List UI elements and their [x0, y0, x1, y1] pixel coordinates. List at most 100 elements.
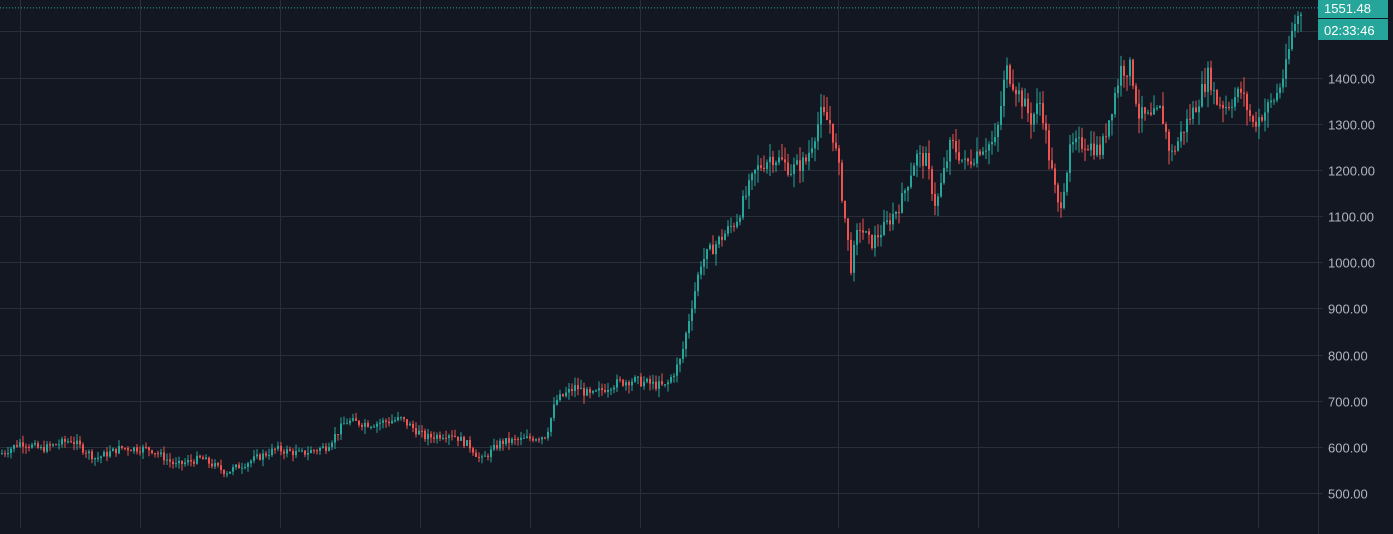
candle-down: [979, 151, 981, 155]
candle-down: [1021, 90, 1023, 107]
candle-up: [688, 321, 690, 334]
candle-up: [346, 423, 348, 425]
candle-up: [397, 417, 399, 421]
candle-down: [862, 230, 864, 233]
candle-down: [868, 231, 870, 235]
candle-up: [856, 230, 858, 245]
candle-down: [64, 439, 66, 442]
candle-down: [4, 453, 6, 455]
candle-down: [415, 428, 417, 435]
candle-down: [1204, 83, 1206, 92]
candle-up: [499, 440, 501, 449]
candle-up: [988, 144, 990, 151]
candle-down: [1087, 149, 1089, 151]
candle-up: [1273, 100, 1275, 102]
candle-up: [1117, 85, 1119, 94]
candle-up: [1039, 103, 1041, 105]
candle-down: [1240, 88, 1242, 93]
candle-up: [370, 426, 372, 428]
candle-up: [52, 444, 54, 446]
candle-up: [766, 162, 768, 170]
candle-down: [1210, 67, 1212, 91]
candle-down: [784, 159, 786, 163]
candle-up: [493, 444, 495, 450]
candle-down: [292, 450, 294, 456]
candle-down: [433, 437, 435, 439]
candle-down: [406, 419, 408, 426]
candle-down: [889, 220, 891, 225]
candle-down: [1042, 103, 1044, 124]
candle-down: [760, 165, 762, 168]
candle-up: [913, 165, 915, 176]
candle-down: [91, 451, 93, 460]
candle-down: [1057, 184, 1059, 203]
candle-up: [166, 459, 168, 461]
candle-down: [280, 445, 282, 452]
candle-up: [943, 168, 945, 183]
candle-up: [1288, 49, 1290, 60]
candle-up: [1237, 88, 1239, 98]
candle-up: [1198, 106, 1200, 113]
candle-up: [715, 244, 717, 255]
candle-up: [1201, 83, 1203, 107]
candle-down: [223, 470, 225, 475]
candle-down: [562, 394, 564, 397]
candle-down: [25, 446, 27, 448]
candle-up: [364, 422, 366, 427]
candle-down: [289, 449, 291, 451]
candle-up: [1000, 105, 1002, 125]
candle-down: [403, 417, 405, 420]
candle-up: [484, 455, 486, 457]
candle-up: [427, 433, 429, 440]
candle-down: [544, 437, 546, 439]
y-tick-label: 1300.00: [1328, 118, 1375, 133]
candle-up: [490, 449, 492, 458]
price-axis[interactable]: 500.00 600.00 700.00 800.00 900.00 1000.00 110…: [1318, 0, 1375, 534]
candle-up: [100, 456, 102, 458]
candle-up: [676, 364, 678, 376]
candle-down: [619, 379, 621, 381]
candle-up: [919, 152, 921, 154]
candle-up: [874, 235, 876, 249]
candle-up: [745, 195, 747, 197]
candle-down: [508, 438, 510, 443]
candle-up: [226, 473, 228, 475]
candle-down: [28, 447, 30, 449]
candle-up: [1006, 65, 1008, 80]
candle-up: [1177, 141, 1179, 151]
candle-up: [1018, 90, 1020, 95]
candle-up: [964, 158, 966, 160]
candle-up: [526, 436, 528, 438]
candle-up: [559, 394, 561, 401]
candle-up: [460, 436, 462, 441]
y-tick-label: 1100.00: [1328, 210, 1374, 225]
candle-up: [184, 462, 186, 465]
candle-up: [13, 445, 15, 449]
candle-down: [538, 439, 540, 441]
y-tick-label: 1400.00: [1328, 72, 1375, 87]
candle-up: [520, 437, 522, 440]
candle-up: [637, 376, 639, 378]
candle-down: [1162, 106, 1164, 125]
candle-down: [1261, 117, 1263, 121]
candle-down: [139, 451, 141, 453]
candle-up: [580, 387, 582, 390]
candle-up: [883, 221, 885, 235]
candle-up: [1090, 143, 1092, 151]
candle-up: [730, 225, 732, 227]
candle-up: [271, 448, 273, 456]
candle-down: [787, 162, 789, 175]
candle-down: [37, 443, 39, 448]
candle-up: [820, 107, 822, 125]
candle-up: [256, 454, 258, 457]
candle-up: [400, 417, 402, 419]
candle-up: [643, 381, 645, 387]
candle-down: [577, 385, 579, 390]
candle-up: [247, 463, 249, 468]
candle-down: [1228, 106, 1230, 108]
candle-up: [1063, 191, 1065, 209]
candle-up: [940, 182, 942, 197]
candle-down: [1132, 59, 1134, 86]
candle-down: [622, 379, 624, 386]
